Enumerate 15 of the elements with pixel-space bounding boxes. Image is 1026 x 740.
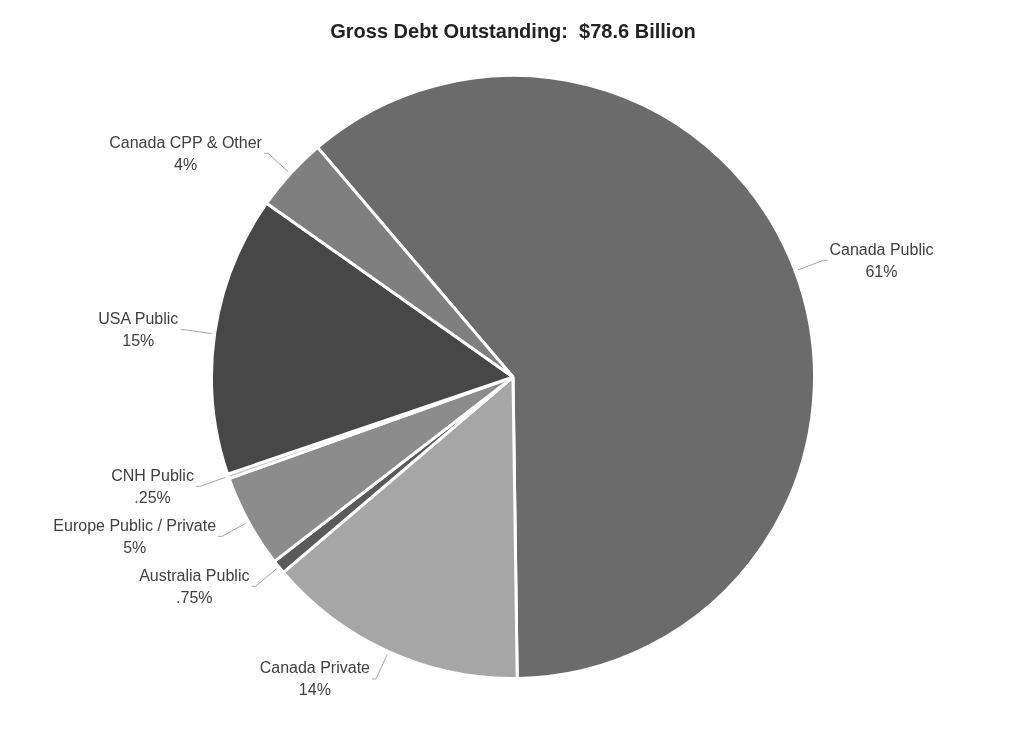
slice-label: Canada CPP & Other bbox=[109, 133, 263, 151]
slice-label: Australia Public bbox=[139, 566, 250, 584]
data-label: 14% bbox=[298, 681, 331, 699]
chart-title: Gross Debt Outstanding: $78.6 Billion bbox=[330, 19, 696, 42]
slice-label: CNH Public bbox=[111, 466, 194, 484]
data-label: 61% bbox=[865, 262, 898, 280]
slice-label: Europe Public / Private bbox=[53, 516, 217, 534]
data-label: .25% bbox=[134, 488, 171, 506]
slice-label: Canada Public bbox=[829, 240, 934, 258]
data-label: 15% bbox=[122, 332, 155, 350]
data-label: 4% bbox=[174, 155, 198, 173]
data-label: 5% bbox=[123, 538, 147, 556]
slice-label: USA Public bbox=[98, 310, 179, 328]
data-label: .75% bbox=[176, 588, 213, 606]
slice-label: Canada Private bbox=[259, 659, 371, 677]
